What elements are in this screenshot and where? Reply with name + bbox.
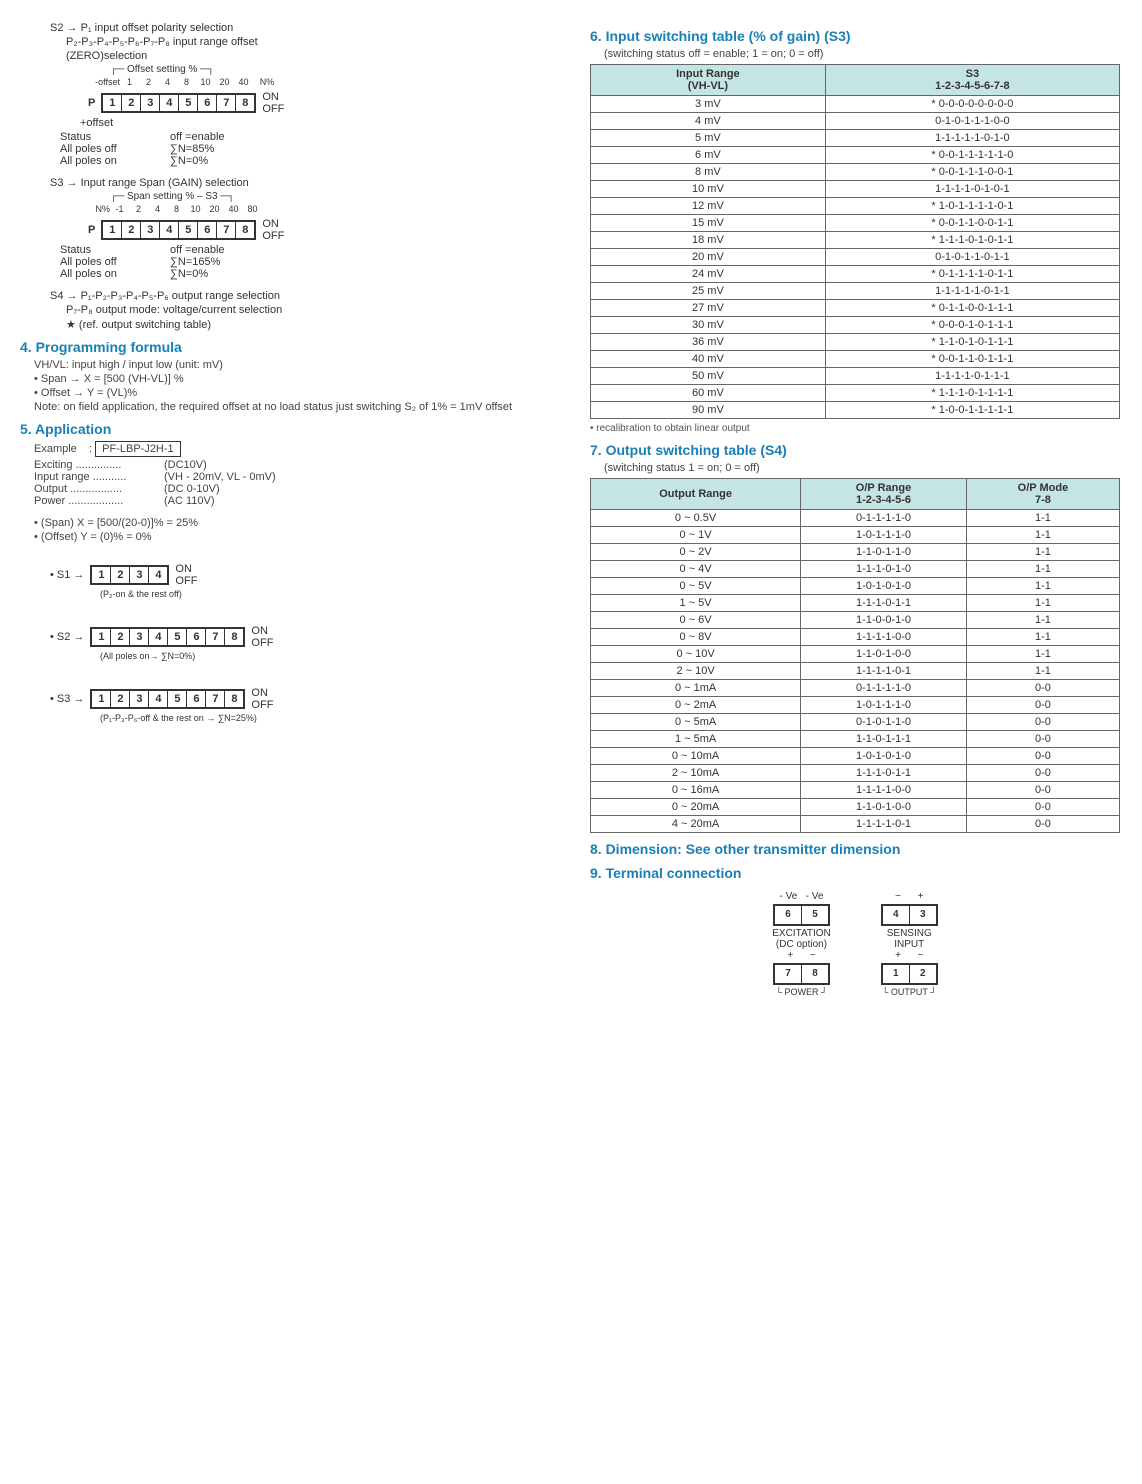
- s4-line2: P₇-P₈ output mode: voltage/current selec…: [66, 304, 550, 316]
- table-row: 6 mV* 0-0-1-1-1-1-1-0: [591, 147, 1120, 164]
- table-row: 8 mV* 0-0-1-1-1-0-0-1: [591, 164, 1120, 181]
- s4-line3: ★ (ref. output switching table): [66, 318, 550, 331]
- table-row: 1 ~ 5V1-1-1-0-1-11-1: [591, 595, 1120, 612]
- s3-P: P: [88, 224, 95, 236]
- example-value: PF-LBP-J2H-1: [95, 441, 181, 457]
- table-row: 5 mV1-1-1-1-1-0-1-0: [591, 130, 1120, 147]
- table-row: 24 mV* 0-1-1-1-1-0-1-1: [591, 266, 1120, 283]
- table-row: 27 mV* 0-1-1-0-0-1-1-1: [591, 300, 1120, 317]
- s2-line1: S2 → P₁ input offset polarity selection: [50, 22, 550, 34]
- table-row: 0 ~ 16mA1-1-1-1-0-00-0: [591, 782, 1120, 799]
- sec4-l2: • Span → X = [500 (VH-VL)] %: [34, 373, 550, 385]
- span-calc: • (Span) X = [500/(20-0)]% = 25%: [34, 517, 550, 529]
- table-row: 0 ~ 2mA1-0-1-1-1-00-0: [591, 697, 1120, 714]
- s1-dip: 1234: [90, 565, 169, 585]
- s2-dip-app: 12345678: [90, 627, 245, 647]
- table-row: 0 ~ 5V1-0-1-0-1-01-1: [591, 578, 1120, 595]
- table-row: 3 mV* 0-0-0-0-0-0-0-0: [591, 96, 1120, 113]
- s1-note: (P₂-on & the rest off): [100, 589, 550, 599]
- table-row: 0 ~ 5mA0-1-0-1-1-00-0: [591, 714, 1120, 731]
- table-row: 1 ~ 5mA1-1-0-1-1-10-0: [591, 731, 1120, 748]
- table-row: 90 mV* 1-0-0-1-1-1-1-1: [591, 402, 1120, 419]
- table-row: 30 mV* 0-0-0-1-0-1-1-1: [591, 317, 1120, 334]
- table-row: 0 ~ 1V1-0-1-1-1-01-1: [591, 527, 1120, 544]
- sec8-title: 8. Dimension: See other transmitter dime…: [590, 841, 1120, 857]
- example-label: Example: [34, 443, 77, 455]
- table-row: 10 mV1-1-1-1-0-1-0-1: [591, 181, 1120, 198]
- s3-dip: 12345678: [101, 220, 256, 240]
- table-row: 4 ~ 20mA1-1-1-1-0-10-0: [591, 816, 1120, 833]
- s2-label: • S2 →: [50, 631, 84, 643]
- sec4-title: 4. Programming formula: [20, 339, 550, 355]
- s2-note: (All poles on→ ∑N=0%): [100, 651, 550, 661]
- s2-bracket: ┌─ Offset setting % ─┐: [110, 64, 550, 75]
- table-row: 0 ~ 20mA1-1-0-1-0-00-0: [591, 799, 1120, 816]
- table-row: 50 mV1-1-1-1-0-1-1-1: [591, 368, 1120, 385]
- table-row: 15 mV* 0-0-1-1-0-0-1-1: [591, 215, 1120, 232]
- table-row: 25 mV1-1-1-1-1-0-1-1: [591, 283, 1120, 300]
- terminal-diagram: - Ve - Ve 65 EXCITATION (DC option) + − …: [590, 891, 1120, 997]
- table-row: 0 ~ 0.5V0-1-1-1-1-01-1: [591, 510, 1120, 527]
- s2-line3: (ZERO)selection: [66, 50, 550, 62]
- table-row: 18 mV* 1-1-1-0-1-0-1-1: [591, 232, 1120, 249]
- table-row: 4 mV0-1-0-1-1-1-0-0: [591, 113, 1120, 130]
- sensing-label: SENSING: [881, 928, 938, 939]
- sec4-note: Note: on field application, the required…: [34, 401, 550, 413]
- s3-note: (P₁-P₃-P₆-off & the rest on → ∑N=25%): [100, 713, 550, 723]
- table-row: 0 ~ 4V1-1-1-0-1-01-1: [591, 561, 1120, 578]
- s3-label: • S3 →: [50, 693, 84, 705]
- table-row: 0 ~ 2V1-1-0-1-1-01-1: [591, 544, 1120, 561]
- s3-line1: S3 → Input range Span (GAIN) selection: [50, 177, 550, 189]
- sec7-sub: (switching status 1 = on; 0 = off): [604, 462, 1120, 474]
- excitation-label: EXCITATION: [772, 928, 831, 939]
- sec7-title: 7. Output switching table (S4): [590, 442, 1120, 458]
- s1-label: • S1 →: [50, 569, 84, 581]
- sec6-note: • recalibration to obtain linear output: [590, 423, 1120, 434]
- table-row: 2 ~ 10mA1-1-1-0-1-10-0: [591, 765, 1120, 782]
- sec4-l1: VH/VL: input high / input low (unit: mV): [34, 359, 550, 371]
- table-row: 20 mV0-1-0-1-1-0-1-1: [591, 249, 1120, 266]
- right-column: 6. Input switching table (% of gain) (S3…: [590, 20, 1120, 997]
- s3-bracket: ┌─ Span setting % – S3 ─┐: [110, 191, 550, 202]
- table-row: 0 ~ 10V1-1-0-1-0-01-1: [591, 646, 1120, 663]
- table-row: 0 ~ 8V1-1-1-1-0-01-1: [591, 629, 1120, 646]
- sec9-title: 9. Terminal connection: [590, 865, 1120, 881]
- input-label: INPUT: [881, 939, 938, 950]
- table-row: 0 ~ 10mA1-0-1-0-1-00-0: [591, 748, 1120, 765]
- s2-plus: +offset: [80, 117, 550, 129]
- table-row: 40 mV* 0-0-1-1-0-1-1-1: [591, 351, 1120, 368]
- table-row: 0 ~ 6V1-1-0-0-1-01-1: [591, 612, 1120, 629]
- s2-P: P: [88, 97, 95, 109]
- sec4-l3: • Offset → Y = (VL)%: [34, 387, 550, 399]
- table-row: 2 ~ 10V1-1-1-1-0-11-1: [591, 663, 1120, 680]
- sec5-title: 5. Application: [20, 421, 550, 437]
- s2-line2: P₂-P₃-P₄-P₅-P₆-P₇-P₈ input range offset: [66, 36, 550, 48]
- s3-dip-app: 12345678: [90, 689, 245, 709]
- table-row: 0 ~ 1mA0-1-1-1-1-00-0: [591, 680, 1120, 697]
- left-column: S2 → P₁ input offset polarity selection …: [20, 20, 550, 997]
- sec6-title: 6. Input switching table (% of gain) (S3…: [590, 28, 1120, 44]
- s4-line1: S4 → P₁-P₂-P₃-P₄-P₅-P₆ output range sele…: [50, 290, 550, 302]
- sec6-sub: (switching status off = enable; 1 = on; …: [604, 48, 1120, 60]
- dc-label: (DC option): [772, 939, 831, 950]
- table-row: 36 mV* 1-1-0-1-0-1-1-1: [591, 334, 1120, 351]
- s2-dip: 12345678: [101, 93, 256, 113]
- table-row: 60 mV* 1-1-1-0-1-1-1-1: [591, 385, 1120, 402]
- offset-calc: • (Offset) Y = (0)% = 0%: [34, 531, 550, 543]
- output-switching-table: Output RangeO/P Range1-2-3-4-5-6O/P Mode…: [590, 478, 1120, 833]
- input-switching-table: Input Range(VH-VL)S31-2-3-4-5-6-7-8 3 mV…: [590, 64, 1120, 419]
- table-row: 12 mV* 1-0-1-1-1-1-0-1: [591, 198, 1120, 215]
